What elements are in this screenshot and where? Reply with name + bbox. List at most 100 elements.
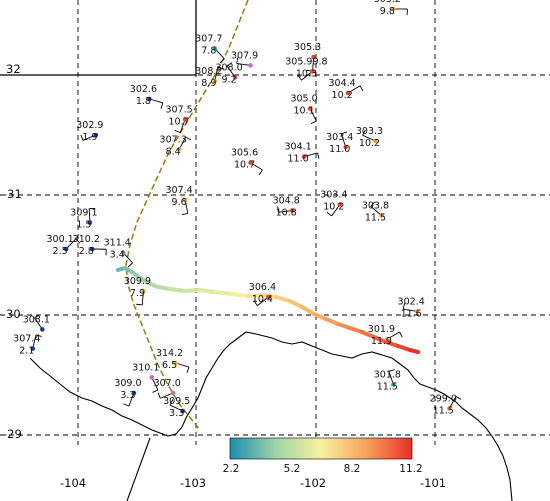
station-pressure: 309.0: [114, 378, 141, 389]
wind-barb-feather: [123, 403, 130, 407]
station-marker: [391, 382, 396, 387]
state-boundary: [0, 0, 197, 76]
track-segment: [336, 322, 352, 330]
track-segment: [372, 335, 388, 344]
station-pressure: 314.2: [156, 348, 183, 359]
wind-barb-feather: [186, 366, 190, 373]
station-marker: [180, 408, 186, 414]
wind-barb-feather: [157, 392, 161, 399]
station: 305.29.8: [374, 0, 408, 17]
wind-barb: [331, 204, 341, 217]
station: 307.77.8: [195, 34, 225, 64]
station: 309.97.9: [124, 276, 151, 306]
station-marker: [379, 213, 384, 218]
lon-label-101: -101: [420, 476, 446, 490]
track-segment: [348, 326, 364, 334]
station-pressure: 303.4: [326, 132, 353, 143]
track-segment: [300, 305, 316, 316]
station-speed: 10.7: [169, 116, 190, 127]
station-speed: 11.6: [401, 308, 422, 319]
wind-barb: [184, 199, 189, 214]
wind-barb: [122, 252, 133, 264]
station: 301.911.9: [368, 324, 403, 347]
wind-barb-feather: [359, 85, 364, 92]
station: 303.411.0: [326, 131, 353, 155]
wind-barb: [250, 162, 263, 171]
wind-barb: [236, 63, 251, 66]
wind-barb-feather: [362, 129, 366, 136]
station-pressure: 307.5: [165, 104, 192, 115]
station-pressure: 301.9: [368, 324, 395, 335]
colorbar-gradient: [229, 437, 413, 460]
track-segment: [396, 344, 412, 352]
wind-barb-feather: [34, 314, 40, 319]
wind-barb: [347, 85, 361, 94]
station-speed: 9.2: [222, 74, 237, 85]
station: 308.09.2: [215, 62, 243, 85]
wind-barb-feather: [185, 136, 192, 141]
station: 302.91.9: [76, 120, 103, 143]
station-speed: 1.5: [76, 220, 91, 231]
station-pressure: 302.6: [130, 84, 157, 95]
track-segment: [324, 317, 340, 326]
station-pressure: 305.3: [294, 42, 321, 53]
station-marker: [248, 63, 253, 68]
station: 303.310.2: [356, 126, 383, 149]
wind-barb: [175, 362, 190, 368]
wind-barb: [257, 296, 269, 306]
station-speed: 9.8: [380, 6, 395, 17]
colorbar: 2.2 5.2 8.2 11.2: [223, 437, 423, 475]
station-pressure: 302.9: [76, 120, 103, 131]
station-marker: [141, 288, 146, 294]
track-segment: [213, 290, 234, 296]
wind-barb-feather: [402, 303, 405, 310]
wind-barb-feather: [75, 238, 81, 244]
station-speed: 10.2: [332, 90, 353, 101]
wind-barb-feather: [127, 262, 133, 268]
station: 299.011.5: [430, 394, 462, 417]
station-pressure: 309.1: [70, 208, 97, 219]
station-marker: [337, 202, 343, 207]
station-marker: [173, 360, 178, 366]
station: 304.111.0: [284, 142, 320, 165]
station-speed: 10.7: [234, 160, 255, 171]
station: 307.9: [231, 50, 258, 68]
station-speed: 6.5: [162, 360, 177, 371]
station: 306.410.4: [249, 282, 276, 306]
wind-barb-feather: [317, 152, 320, 159]
wind-barb-feather: [169, 399, 174, 406]
longitude-labels: -104 -103 -102 -101: [60, 476, 446, 490]
track-segment: [274, 295, 292, 303]
wind-barb-feather: [399, 331, 403, 338]
station-speed: 7.9: [130, 288, 145, 299]
track-segment: [183, 288, 202, 293]
wind-barb-feather: [253, 300, 258, 306]
station-speed: 7.8: [201, 46, 216, 57]
wind-barb: [141, 290, 144, 305]
wind-barb-feather: [341, 131, 348, 135]
wind-barb-feather: [181, 213, 188, 215]
station: 308.1: [23, 314, 50, 332]
station: 310.1: [132, 362, 159, 393]
station: 305.99.810.3: [285, 56, 328, 81]
station-pressure: 305.0: [290, 94, 317, 105]
wind-barb: [179, 119, 186, 133]
lat-label-30: 30: [6, 307, 21, 321]
station-marker: [182, 197, 188, 203]
station-marker: [149, 375, 155, 380]
station: 305.010.1: [290, 94, 318, 125]
station-marker: [176, 147, 182, 152]
station: 309.53.3: [163, 396, 190, 419]
track-segment: [246, 293, 264, 298]
station-pressure: 307.3: [160, 134, 187, 145]
wind-barb: [149, 98, 163, 104]
station-speed: 1.8: [136, 96, 151, 107]
station-pressure: 308.2: [195, 66, 222, 77]
station-speed: 2.5: [53, 246, 68, 257]
station-marker: [131, 390, 137, 396]
station-pressure: 311.4: [104, 238, 131, 249]
station: 301.811.5: [374, 369, 401, 393]
wind-barb-feather: [219, 58, 225, 64]
track-segment: [156, 285, 172, 291]
